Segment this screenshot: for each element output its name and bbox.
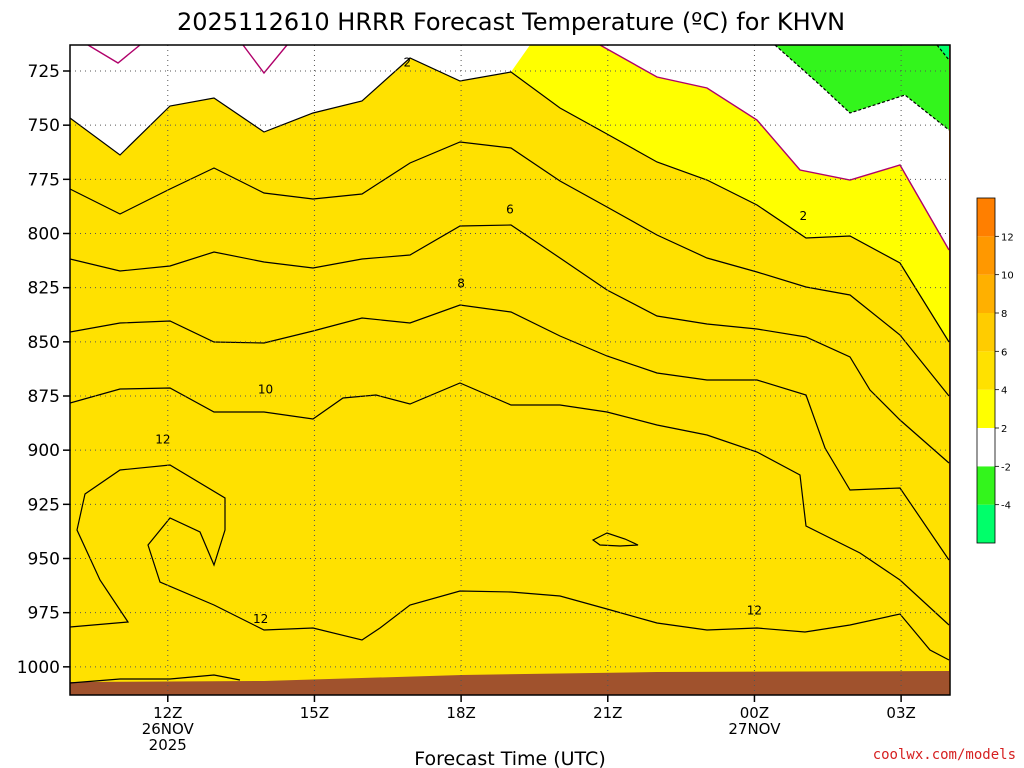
- y-tick-label: 950: [28, 550, 60, 570]
- x-tick-label: 03Z: [886, 704, 915, 722]
- colorbar-tick-label: 10: [1001, 271, 1014, 282]
- contour-label: 2: [404, 55, 412, 69]
- y-tick-label: 800: [28, 225, 60, 245]
- contour-labels: 2 6 8 10 12 12 12 2: [155, 55, 807, 626]
- colorbar-swatch: [977, 236, 995, 275]
- contour-label: 12: [155, 432, 170, 446]
- freezing-contours: [87, 45, 950, 251]
- band-minus6-minus4: [937, 45, 949, 60]
- y-tick-label: 850: [28, 333, 60, 353]
- x-tick-label: 12Z: [153, 704, 182, 722]
- contour-label: 8: [457, 276, 465, 290]
- below-freezing-contours: [774, 45, 950, 131]
- x-axis-label: Forecast Time (UTC): [414, 748, 605, 768]
- contour-0-left: [87, 45, 141, 64]
- contour-8: [70, 304, 950, 561]
- x-tick-label: 21Z: [593, 704, 622, 722]
- y-tick-label: 775: [28, 170, 60, 190]
- y-tick-label: 925: [28, 495, 60, 515]
- contour-0-right: [599, 45, 950, 251]
- colorbar-tick-label: -4: [1001, 501, 1011, 512]
- colorbar-tick-label: -2: [1001, 462, 1011, 473]
- contour-2: [70, 57, 950, 343]
- contour-minus2: [774, 45, 950, 131]
- colorbar-tick-label: 2: [1001, 424, 1007, 435]
- chart-title: 2025112610 HRRR Forecast Temperature (ºC…: [177, 8, 845, 36]
- colorbar-swatch: [977, 351, 995, 390]
- band-2-4: [70, 58, 949, 695]
- temperature-fill-layer: [70, 45, 950, 695]
- contour-10: [70, 382, 950, 626]
- y-tick-label: 750: [28, 116, 60, 136]
- colorbar-tick-label: 6: [1001, 347, 1007, 358]
- colorbar-frame: [976, 197, 996, 544]
- contour-label: 12: [253, 612, 268, 626]
- colorbar-swatch: [977, 504, 995, 543]
- x-tick-date: 27NOV: [728, 720, 781, 738]
- surface-layer: [70, 671, 949, 695]
- credit-text[interactable]: coolwx.com/models: [873, 747, 1016, 763]
- y-tick-label: 725: [28, 62, 60, 82]
- colorbar-swatch: [977, 428, 995, 467]
- band-white-top: [70, 45, 949, 250]
- contour-label: 2: [800, 209, 808, 223]
- contour-6: [70, 224, 950, 464]
- contour-label: 12: [747, 604, 762, 618]
- colorbar-swatch: [977, 198, 995, 237]
- plot-frame: [69, 44, 951, 696]
- contour-4: [70, 141, 950, 397]
- colorbar-swatch: [977, 313, 995, 352]
- x-tick-label: 15Z: [300, 704, 329, 722]
- band-minus4-minus2: [775, 45, 949, 130]
- y-tick-label: 825: [28, 279, 60, 299]
- colorbar-swatch: [977, 466, 995, 505]
- contour-label: 10: [258, 383, 273, 397]
- y-tick-label: 875: [28, 387, 60, 407]
- y-axis: 725 750 775 800 825 850 875 900 925 950 975 1000: [17, 62, 70, 678]
- x-tick-year: 2025: [149, 736, 187, 754]
- colorbar-swatch: [977, 389, 995, 428]
- contour-12-pocket: [591, 532, 639, 547]
- x-tick-label: 18Z: [446, 704, 475, 722]
- y-tick-label: 900: [28, 441, 60, 461]
- contour-label: 6: [506, 203, 514, 217]
- colorbar-tick-label: 8: [1001, 309, 1007, 320]
- colorbar: -4 -2 2 4 6 8 10 12: [976, 197, 1014, 544]
- x-tick-label: 00Z: [740, 704, 769, 722]
- y-tick-label: 1000: [17, 658, 60, 678]
- contour-0-mid: [242, 45, 288, 75]
- x-tick-date: 26NOV: [142, 720, 195, 738]
- contour-minus4: [936, 45, 950, 61]
- colorbar-swatch: [977, 274, 995, 313]
- colorbar-tick-label: 12: [1001, 232, 1014, 243]
- contour-12-surface: [70, 674, 241, 684]
- colorbar-tick-label: 4: [1001, 386, 1007, 397]
- contour-12-lower: [70, 464, 950, 661]
- grid-lines: [70, 45, 950, 695]
- y-tick-label: 975: [28, 604, 60, 624]
- contour-lines: [70, 57, 950, 684]
